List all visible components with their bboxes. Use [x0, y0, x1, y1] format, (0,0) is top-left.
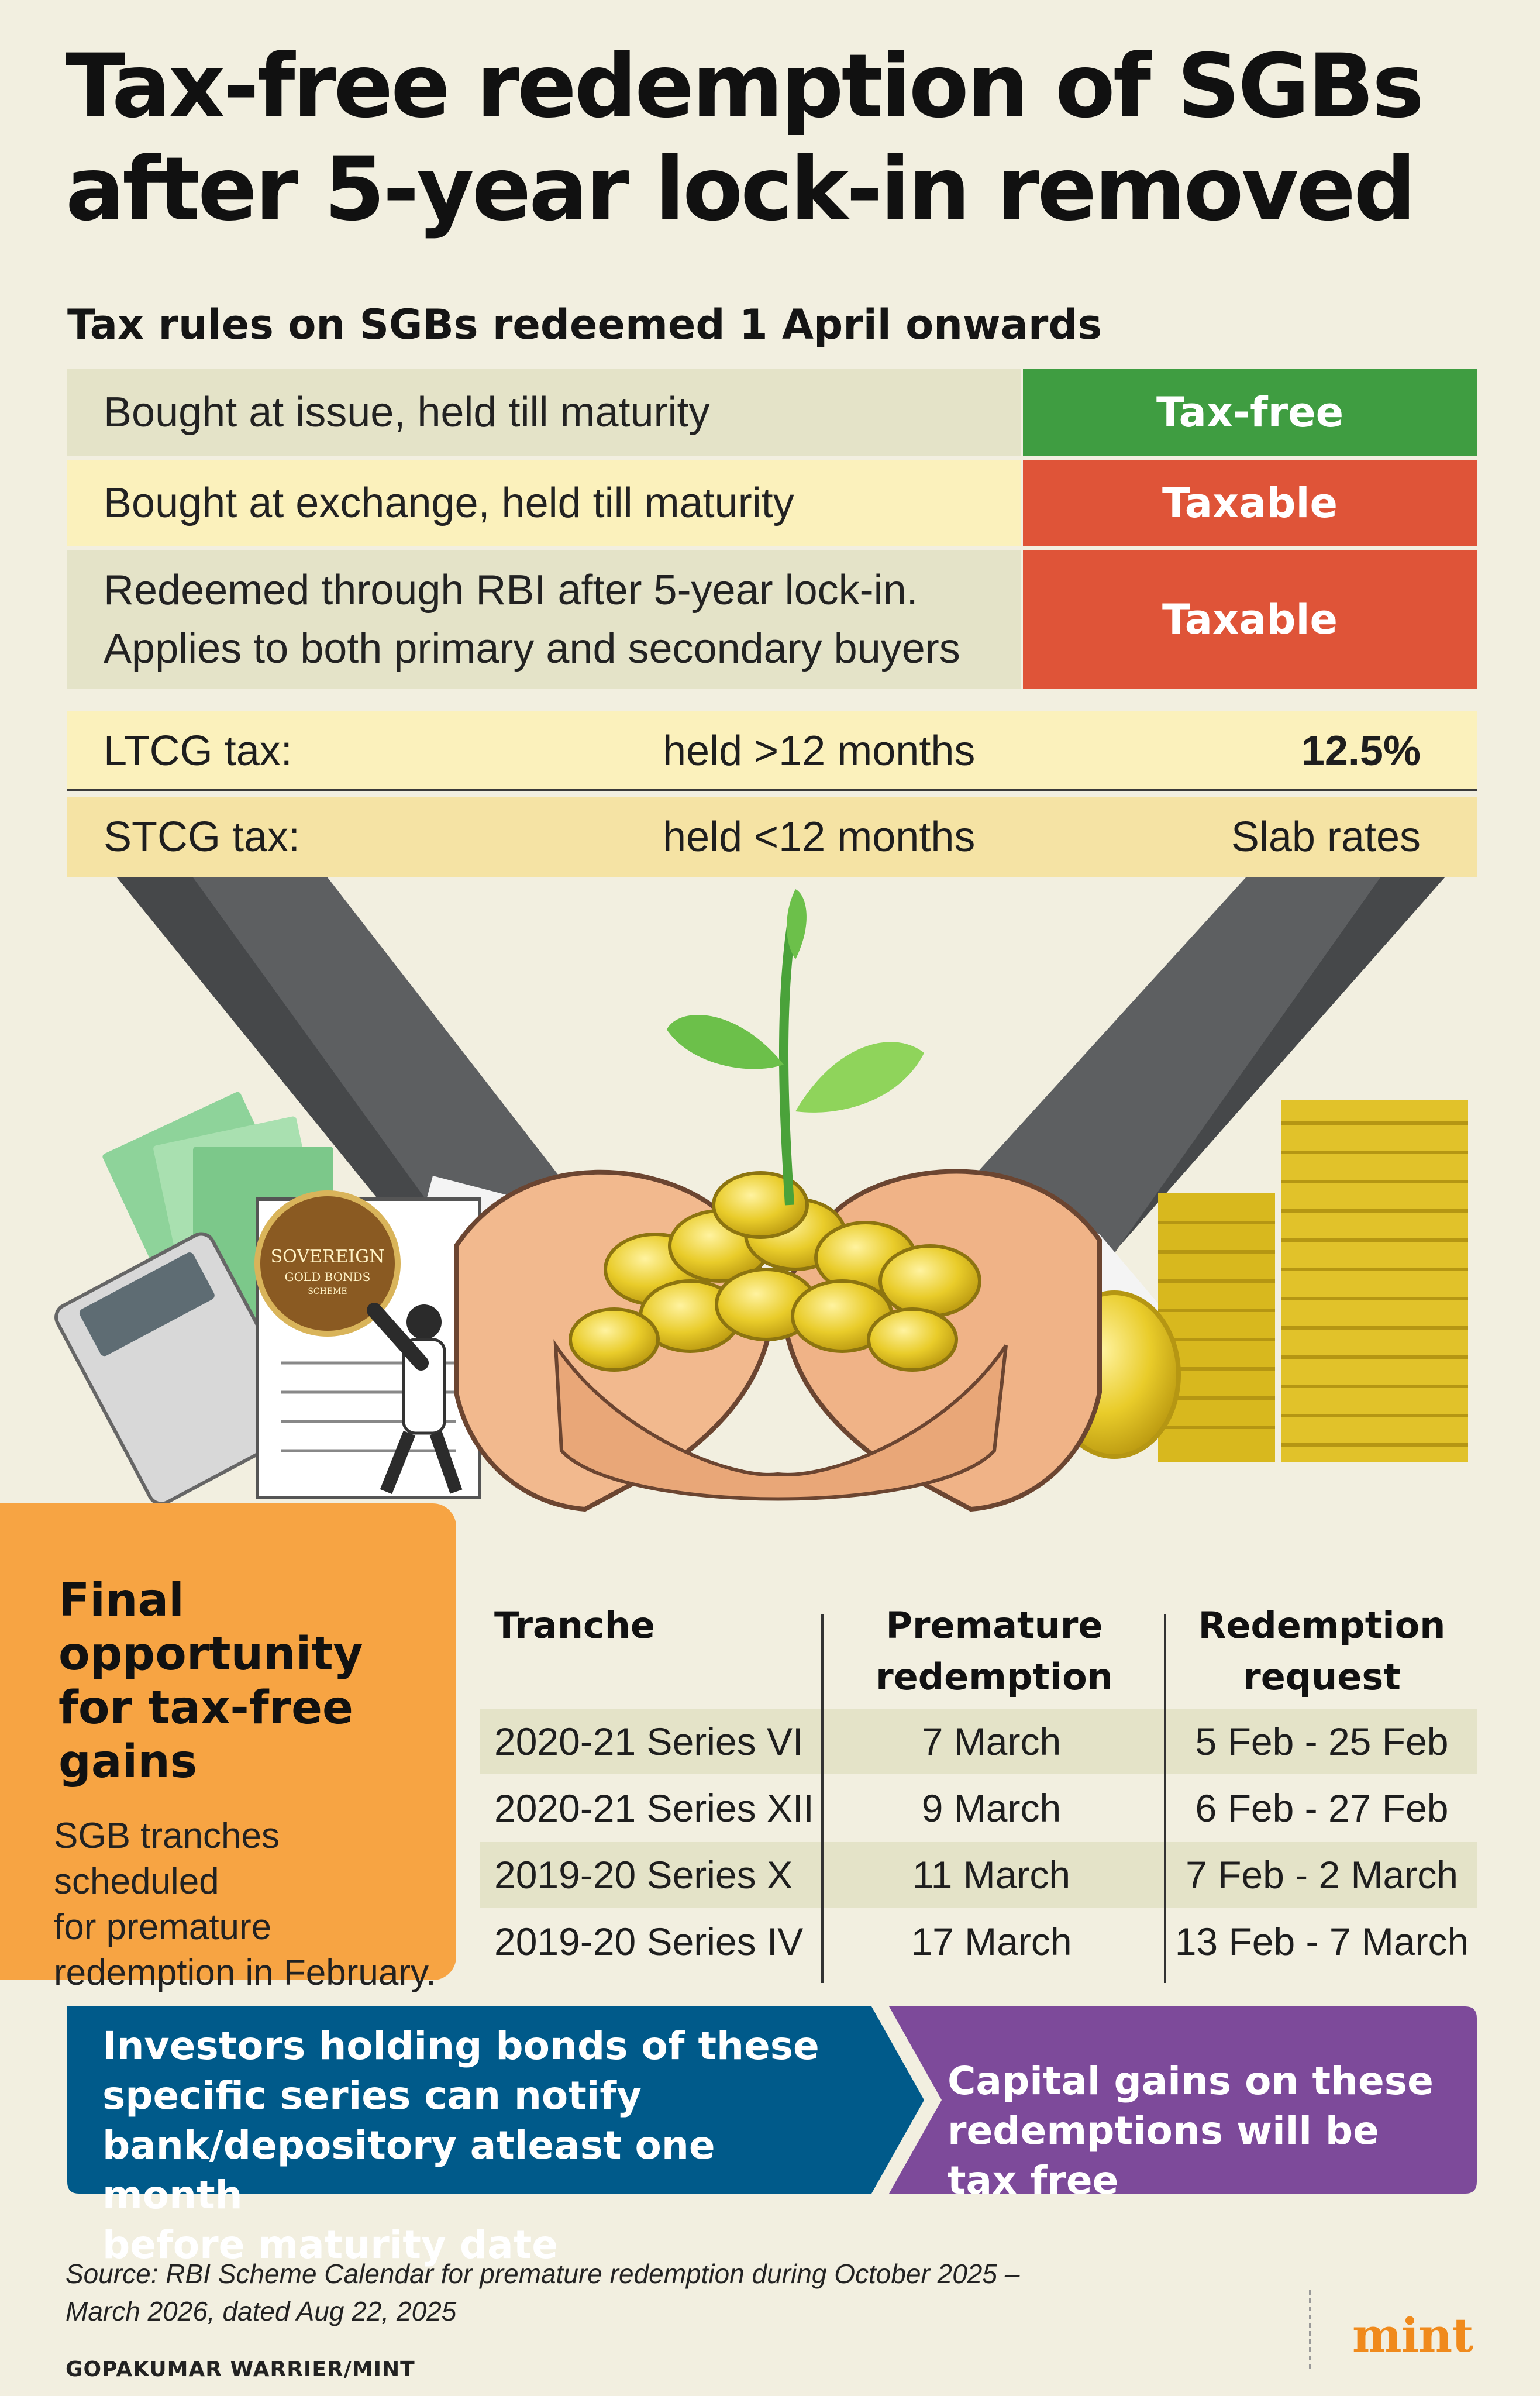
- callout-title-line: for tax-free: [58, 1682, 353, 1734]
- cg-type: LTCG tax:: [104, 728, 292, 774]
- callout-title-line: opportunity: [58, 1628, 363, 1681]
- hands-with-gold-coins-illustration: SOVEREIGN GOLD BONDS SCHEME: [54, 877, 1468, 1512]
- cg-rate: Slab rates: [1231, 814, 1421, 860]
- premature-date-cell: 11 March: [912, 1853, 1071, 1896]
- certificate-text: SOVEREIGN: [271, 1247, 385, 1267]
- subheading: Tax rules on SGBs redeemed 1 April onwar…: [67, 301, 1103, 349]
- person-with-magnifier-icon: [367, 1303, 463, 1495]
- note-line: before maturity date: [102, 2222, 559, 2267]
- source-line: Source: RBI Scheme Calendar for prematur…: [66, 2259, 1020, 2289]
- note-line: bank/depository atleast one month: [102, 2123, 715, 2218]
- capital-gains-row-ltcg: LTCG tax: held >12 months 12.5%: [67, 711, 1477, 791]
- certificate-text: SCHEME: [308, 1287, 347, 1296]
- request-window-cell: 7 Feb - 2 March: [1186, 1853, 1458, 1896]
- cg-type: STCG tax:: [104, 814, 301, 860]
- column-divider: [821, 1614, 824, 1983]
- note-line: Investors holding bonds of these: [102, 2023, 819, 2068]
- callout-title: Final opportunity for tax-free gains: [58, 1574, 421, 1789]
- tax-rule-label-line: Redeemed through RBI after 5-year lock-i…: [104, 567, 918, 614]
- table-row: 2020-21 Series XII 9 March 6 Feb - 27 Fe…: [480, 1775, 1477, 1841]
- premature-date-cell: 9 March: [921, 1786, 1062, 1830]
- callout-text: SGB tranches scheduled for premature red…: [54, 1813, 452, 1996]
- credit-line: GOPAKUMAR WARRIER/MINT: [66, 2357, 415, 2381]
- column-divider: [1164, 1614, 1166, 1983]
- tax-status-badge: Tax-free: [1023, 369, 1477, 456]
- source-line: March 2026, dated Aug 22, 2025: [66, 2296, 457, 2326]
- header-line: Redemption: [1198, 1604, 1446, 1647]
- cg-holding: held >12 months: [663, 728, 976, 774]
- cg-rate: 12.5%: [1301, 728, 1421, 774]
- callout-box: [0, 1503, 456, 1980]
- request-window-cell: 13 Feb - 7 March: [1174, 1920, 1469, 1963]
- tax-rule-label: Redeemed through RBI after 5-year lock-i…: [67, 550, 1021, 689]
- callout-text-line: SGB tranches scheduled: [54, 1816, 280, 1902]
- mint-logo: mint: [1352, 2308, 1473, 2363]
- request-window-cell: 6 Feb - 27 Feb: [1195, 1786, 1449, 1830]
- table-row: 2019-20 Series IV 17 March 13 Feb - 7 Ma…: [480, 1909, 1477, 1974]
- tax-rule-label-line: Bought at exchange, held till maturity: [104, 480, 794, 526]
- note-line: specific series can notify: [102, 2073, 642, 2118]
- tax-rule-label-line: Applies to both primary and secondary bu…: [104, 625, 960, 672]
- tax-status-badge: Taxable: [1023, 550, 1477, 689]
- calculator-icon: [54, 1232, 308, 1506]
- tax-rule-label: Bought at exchange, held till maturity: [67, 460, 1021, 546]
- premature-date-cell: 17 March: [911, 1920, 1072, 1963]
- tax-rule-row: Bought at issue, held till maturity Tax-…: [67, 369, 1477, 456]
- logo-divider: [1309, 2290, 1311, 2372]
- certificate-text: GOLD BONDS: [285, 1270, 371, 1284]
- note-line: tax free: [948, 2158, 1119, 2203]
- request-window-cell: 5 Feb - 25 Feb: [1195, 1720, 1449, 1763]
- headline-line-2: after 5-year lock-in removed: [66, 139, 1416, 240]
- callout-text-line: for premature: [54, 1907, 272, 1947]
- note-line: redemptions will be: [948, 2108, 1379, 2153]
- headline-line-1: Tax-free redemption of SGBs: [66, 36, 1424, 137]
- tranche-cell: 2020-21 Series XII: [494, 1786, 814, 1830]
- capital-gains-row-stcg: STCG tax: held <12 months Slab rates: [67, 797, 1477, 877]
- cg-holding: held <12 months: [663, 814, 976, 860]
- tranche-cell: 2019-20 Series IV: [494, 1920, 804, 1963]
- tranche-cell: 2020-21 Series VI: [494, 1720, 804, 1763]
- callout-title-line: gains: [58, 1736, 198, 1788]
- tax-rule-row: Redeemed through RBI after 5-year lock-i…: [67, 550, 1477, 689]
- header-line: Premature: [886, 1604, 1103, 1647]
- premature-date-cell: 7 March: [921, 1720, 1062, 1763]
- tax-rule-row: Bought at exchange, held till maturity T…: [67, 460, 1477, 546]
- gold-coins-pile-icon: [569, 1171, 981, 1372]
- note-right-text: Capital gains on these redemptions will …: [948, 2056, 1451, 2205]
- tranche-cell: 2019-20 Series X: [494, 1853, 793, 1896]
- column-header-tranche: Tranche: [494, 1604, 655, 1647]
- source-note: Source: RBI Scheme Calendar for prematur…: [66, 2255, 1118, 2330]
- tax-rule-label-line: Bought at issue, held till maturity: [104, 389, 710, 436]
- table-row: 2020-21 Series VI 7 March 5 Feb - 25 Feb: [480, 1709, 1477, 1774]
- headline: Tax-free redemption of SGBs after 5-year…: [66, 35, 1481, 241]
- tax-status-badge: Taxable: [1023, 460, 1477, 546]
- callout-title-line: Final: [58, 1574, 184, 1627]
- note-left-text: Investors holding bonds of these specifi…: [102, 2021, 863, 2270]
- callout-text-line: redemption in February.: [54, 1953, 436, 1993]
- note-line: Capital gains on these: [948, 2058, 1434, 2104]
- plant-sprout-icon: [667, 889, 924, 1206]
- table-row: 2019-20 Series X 11 March 7 Feb - 2 Marc…: [480, 1842, 1477, 1908]
- tax-rule-label: Bought at issue, held till maturity: [67, 369, 1021, 456]
